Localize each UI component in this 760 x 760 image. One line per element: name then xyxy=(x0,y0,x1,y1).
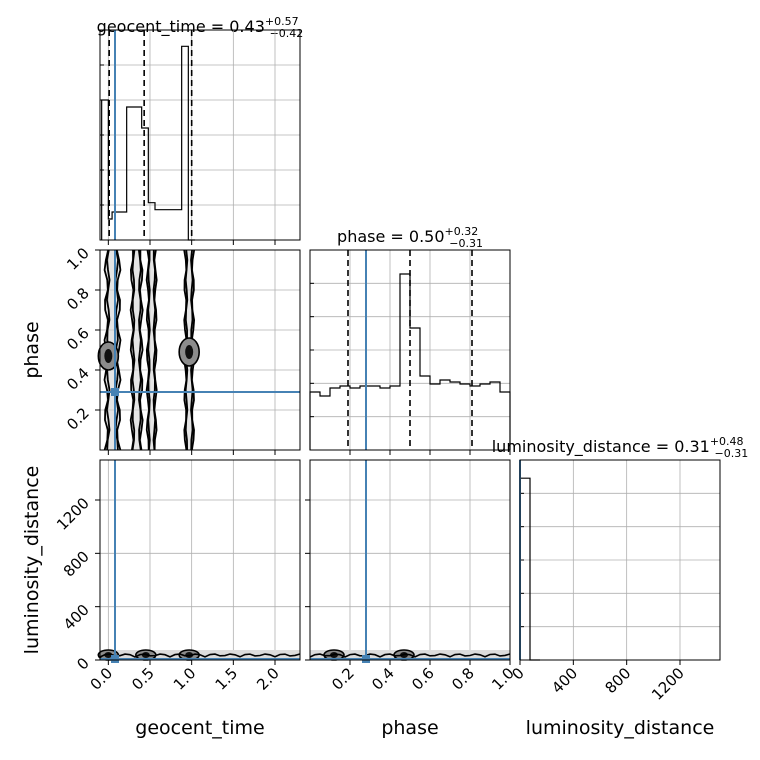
title-luminosity-distance-name: luminosity_distance xyxy=(492,437,651,457)
panel-geocent-time-vs-phase-contour-2-2L xyxy=(145,249,150,451)
panel-geocent-time-vs-luminosity-distance-xtick-label: 0.5 xyxy=(128,664,158,694)
title-phase-plus: +0.32 xyxy=(445,225,479,238)
panel-geocent-time-vs-phase-scatter-band-1 xyxy=(131,250,142,450)
panel-phase-vs-luminosity-distance-xtick-label: 0.8 xyxy=(448,664,478,694)
panel-geocent-time-vs-luminosity-distance-xtick-label: 1.5 xyxy=(212,664,242,694)
panel-geocent-time-vs-luminosity-distance-xtick-label: 1.0 xyxy=(170,664,200,694)
hist-luminosity-distance-xtick-label: 400 xyxy=(548,664,581,697)
panel-geocent-time-vs-luminosity-distance-truth-marker xyxy=(111,655,119,663)
panel-geocent-time-vs-phase-contour-1-2L xyxy=(129,249,135,451)
panel-geocent-time-vs-phase-density-core-0 xyxy=(185,345,194,359)
hist-luminosity-distance-outline xyxy=(519,477,540,661)
panel-geocent-time-vs-luminosity-distance-contour-outline xyxy=(99,653,301,658)
panel-geocent-time-vs-luminosity-distance-ytick-label: 800 xyxy=(60,547,93,580)
panel-geocent-time-vs-phase-contour-1-1R xyxy=(137,249,142,451)
title-luminosity-distance: luminosity_distance = 0.31+0.48 −0.31 xyxy=(492,435,749,460)
panel-frame-panel-phase-vs-luminosity-distance xyxy=(309,459,511,661)
panel-geocent-time-vs-phase-ytick-label: 1.0 xyxy=(63,244,93,274)
panel-phase-vs-luminosity-distance-xtick-label: 0.2 xyxy=(328,664,358,694)
panel-phase-vs-luminosity-distance-contour-outline xyxy=(309,653,511,658)
title-phase-minus: −0.31 xyxy=(449,237,483,250)
title-geocent-time-name: geocent_time xyxy=(97,17,206,37)
title-phase: phase = 0.50+0.32 −0.31 xyxy=(337,225,483,250)
panel-frame-hist-phase xyxy=(309,249,511,451)
panel-geocent-time-vs-phase-contour-0-2R xyxy=(115,249,122,451)
panel-geocent-time-vs-phase-ytick-label: 0.6 xyxy=(63,324,93,354)
panel-geocent-time-vs-phase-contour-2-2R xyxy=(153,249,158,451)
panel-phase-vs-luminosity-distance-xtick-label: 0.6 xyxy=(408,664,438,694)
x-axis-label-phase: phase xyxy=(381,717,438,739)
panel-phase-vs-luminosity-distance-xtick-label: 0.4 xyxy=(368,664,398,694)
hist-geocent-time-outline xyxy=(101,45,195,241)
panel-geocent-time-vs-phase-ytick-label: 0.4 xyxy=(63,364,93,394)
title-geocent-time-plus: +0.57 xyxy=(265,15,299,28)
title-luminosity-distance-plus: +0.48 xyxy=(710,435,744,448)
panel-geocent-time-vs-luminosity-distance-ytick-label: 0 xyxy=(73,654,92,673)
hist-phase-outline xyxy=(309,273,511,450)
panel-frame-hist-geocent-time xyxy=(99,29,301,241)
title-luminosity-distance-minus: −0.31 xyxy=(715,447,749,460)
y-axis-label-luminosity-distance: luminosity_distance xyxy=(21,466,43,655)
title-geocent-time: geocent_time = 0.43+0.57 −0.42 xyxy=(97,15,304,40)
hist-luminosity-distance-xtick-label: 1200 xyxy=(648,664,688,704)
panel-geocent-time-vs-phase-contour-1-2R xyxy=(138,249,144,451)
panel-geocent-time-vs-luminosity-distance-ytick-label: 1200 xyxy=(53,494,93,534)
y-axis-label-phase: phase xyxy=(21,321,43,378)
panel-geocent-time-vs-luminosity-distance-ytick-label: 400 xyxy=(60,601,93,634)
title-phase-median: 0.50 xyxy=(409,227,445,246)
panel-geocent-time-vs-phase-truth-marker xyxy=(111,388,119,396)
panel-frame-hist-luminosity-distance xyxy=(519,459,721,661)
title-phase-name: phase xyxy=(337,227,385,246)
title-geocent-time-median: 0.43 xyxy=(229,17,265,36)
panel-phase-vs-luminosity-distance-truth-marker xyxy=(362,655,370,663)
panel-geocent-time-vs-phase-ytick-label: 0.8 xyxy=(63,284,93,314)
title-luminosity-distance-median: 0.31 xyxy=(674,437,710,456)
panel-frame-panel-geocent-time-vs-luminosity-distance xyxy=(99,459,301,661)
x-axis-label-geocent-time: geocent_time xyxy=(135,717,264,739)
panel-geocent-time-vs-phase-scatter-band-2 xyxy=(147,250,156,450)
x-axis-label-luminosity-distance: luminosity_distance xyxy=(526,717,715,739)
panel-geocent-time-vs-phase-contour-1-1L xyxy=(131,249,136,451)
panel-geocent-time-vs-phase-ytick-label: 0.2 xyxy=(63,404,93,434)
panel-geocent-time-vs-luminosity-distance-xtick-label: 2.0 xyxy=(253,664,283,694)
hist-luminosity-distance-xtick-label: 800 xyxy=(602,664,635,697)
panel-frame-panel-geocent-time-vs-phase xyxy=(99,249,301,451)
panel-geocent-time-vs-phase-density-core-1 xyxy=(104,349,113,363)
